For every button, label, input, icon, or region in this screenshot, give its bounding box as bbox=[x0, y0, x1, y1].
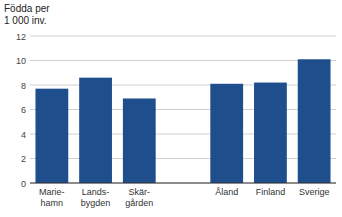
grid-line bbox=[30, 183, 336, 184]
bar bbox=[123, 98, 156, 183]
grid-line bbox=[30, 85, 336, 86]
bar bbox=[79, 78, 112, 183]
x-axis-line bbox=[30, 183, 336, 184]
grid-line bbox=[30, 60, 336, 61]
x-tick-label: Skär-gården bbox=[125, 187, 153, 208]
x-tick-label: Marie-hamn bbox=[39, 187, 65, 208]
y-tick-label: 2 bbox=[21, 154, 26, 164]
grid bbox=[30, 36, 336, 183]
grid-line bbox=[30, 36, 336, 37]
x-tick-label: Åland bbox=[215, 187, 238, 197]
y-tick-label: 8 bbox=[21, 81, 26, 91]
chart-container: Födda per1 000 inv. 0 2 4 6 8 10 12 Marie-hamn La… bbox=[0, 0, 342, 217]
grid-line bbox=[30, 109, 336, 110]
y-tick-label: 6 bbox=[21, 105, 26, 115]
bar bbox=[210, 84, 243, 183]
chart-svg: Födda per1 000 inv. 0 2 4 6 8 10 12 Marie-hamn La… bbox=[0, 0, 342, 217]
y-tick-label: 10 bbox=[16, 56, 26, 66]
x-tick-label: Lands-bygden bbox=[81, 187, 111, 208]
bar bbox=[35, 89, 68, 183]
y-tick-label: 0 bbox=[21, 179, 26, 189]
bar bbox=[254, 83, 287, 183]
x-tick-label: Finland bbox=[256, 187, 286, 197]
y-axis-label: Födda per1 000 inv. bbox=[4, 3, 50, 26]
y-tick-label: 4 bbox=[21, 130, 26, 140]
grid-line bbox=[30, 134, 336, 135]
bar bbox=[298, 59, 331, 183]
y-tick-label: 12 bbox=[16, 32, 26, 42]
grid-line bbox=[30, 158, 336, 159]
x-tick-label: Sverige bbox=[299, 187, 330, 197]
bars bbox=[35, 59, 330, 183]
